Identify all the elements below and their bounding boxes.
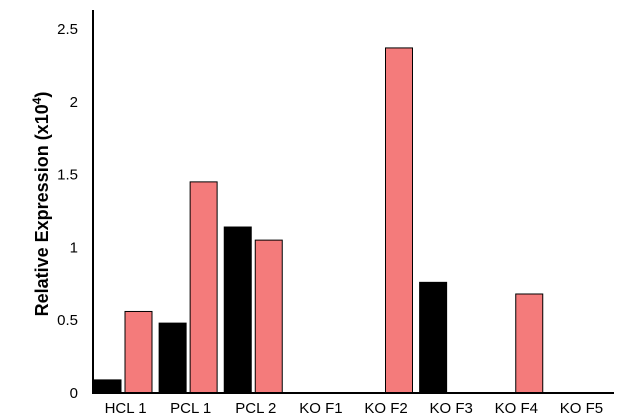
y-tick-label: 2 <box>70 94 78 111</box>
x-category-label: KO F1 <box>299 400 342 417</box>
x-category-label: PCL 2 <box>235 400 276 417</box>
y-tick-label: 0 <box>70 385 78 402</box>
bar-pcl-1-series-1 <box>158 322 187 394</box>
x-category-labels: HCL 1 PCL 1 PCL 2 KO F1 KO F2 KO F3 KO F4 KO F5 <box>105 400 604 417</box>
bar-ko-f3-series-1 <box>419 281 448 394</box>
y-tick-labels: 0 0.5 1 1.5 2 2.5 <box>57 21 78 402</box>
x-category-label: KO F5 <box>560 400 603 417</box>
y-tick-label: 2.5 <box>57 21 78 38</box>
bar-pcl-2-series-1 <box>223 226 252 394</box>
y-axis-label-main: Relative Expression (x10 <box>32 104 52 316</box>
x-category-label: PCL 1 <box>170 400 211 417</box>
x-category-label: HCL 1 <box>105 400 147 417</box>
bar-hcl-1-series-1 <box>93 379 122 394</box>
bar-ko-f4-series-2 <box>515 293 544 394</box>
y-axis-label-suffix: ) <box>32 92 52 98</box>
x-category-label: KO F2 <box>364 400 407 417</box>
x-category-label: KO F3 <box>430 400 473 417</box>
y-axis-label-superscript: 4 <box>30 97 44 104</box>
y-axis-label: Relative Expression (x104) <box>30 92 52 317</box>
y-tick-label: 0.5 <box>57 312 78 329</box>
bar-hcl-1-series-2 <box>124 310 153 394</box>
bar-ko-f2-series-2 <box>385 47 413 394</box>
x-category-label: KO F4 <box>495 400 538 417</box>
y-axis-title: Relative Expression (x104) <box>30 92 52 317</box>
y-tick-label: 1.5 <box>57 167 78 184</box>
bars-group <box>93 47 544 394</box>
y-tick-label: 1 <box>70 239 78 256</box>
bar-pcl-1-series-2 <box>189 181 218 394</box>
bar-pcl-2-series-2 <box>254 239 283 394</box>
